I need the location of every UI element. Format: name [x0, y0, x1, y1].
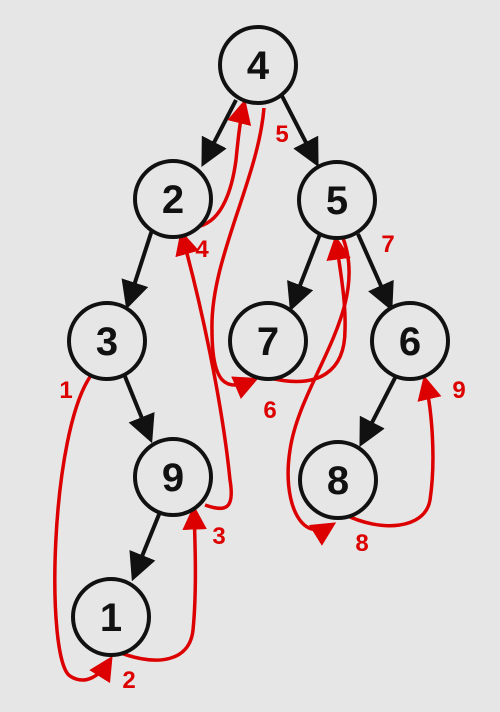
edge-4-2 — [201, 99, 238, 167]
node-7-label: 7 — [257, 320, 279, 364]
thread-8 — [345, 375, 442, 528]
step-label-5: 5 — [275, 121, 288, 148]
edge-3-9 — [122, 373, 155, 444]
thread-3 — [175, 230, 233, 511]
thread-4 — [199, 99, 252, 228]
tree-edges — [121, 95, 398, 582]
edge-2-3 — [121, 229, 154, 310]
thread-7 — [286, 237, 351, 546]
edge-4-5 — [280, 95, 319, 167]
step-label-7: 7 — [381, 231, 394, 258]
tree-nodes: 4 2 5 3 7 6 9 8 — [67, 25, 450, 657]
step-label-9: 9 — [452, 377, 465, 404]
node-2: 2 — [133, 159, 213, 239]
thread-1 — [53, 372, 113, 684]
node-6-label: 6 — [399, 320, 421, 364]
edge-5-6 — [356, 233, 394, 312]
thread-2 — [117, 505, 207, 662]
node-5-label: 5 — [326, 179, 348, 223]
node-2-label: 2 — [162, 178, 184, 222]
edge-6-8 — [359, 375, 398, 447]
step-label-1: 1 — [59, 377, 72, 404]
traversal-threads — [53, 99, 442, 684]
node-1: 1 — [71, 577, 151, 657]
node-6: 6 — [370, 301, 450, 381]
node-9-label: 9 — [162, 456, 184, 500]
thread-6 — [269, 235, 351, 384]
step-label-3: 3 — [212, 523, 225, 550]
node-8-label: 8 — [327, 459, 349, 503]
node-5: 5 — [297, 160, 377, 240]
step-label-4: 4 — [195, 236, 209, 263]
edge-9-1 — [129, 511, 162, 582]
node-3: 3 — [67, 301, 147, 381]
node-4-label: 4 — [247, 44, 270, 88]
node-9: 9 — [133, 437, 213, 517]
step-labels: 1 2 3 4 5 6 7 8 9 — [59, 121, 465, 694]
step-label-2: 2 — [122, 667, 135, 694]
node-8: 8 — [298, 440, 378, 520]
node-4: 4 — [218, 25, 298, 105]
step-label-8: 8 — [355, 530, 368, 557]
node-3-label: 3 — [96, 320, 118, 364]
node-7: 7 — [228, 301, 308, 381]
edge-5-7 — [287, 233, 322, 312]
node-1-label: 1 — [100, 596, 122, 640]
step-label-6: 6 — [263, 397, 276, 424]
thread-5 — [210, 107, 266, 399]
